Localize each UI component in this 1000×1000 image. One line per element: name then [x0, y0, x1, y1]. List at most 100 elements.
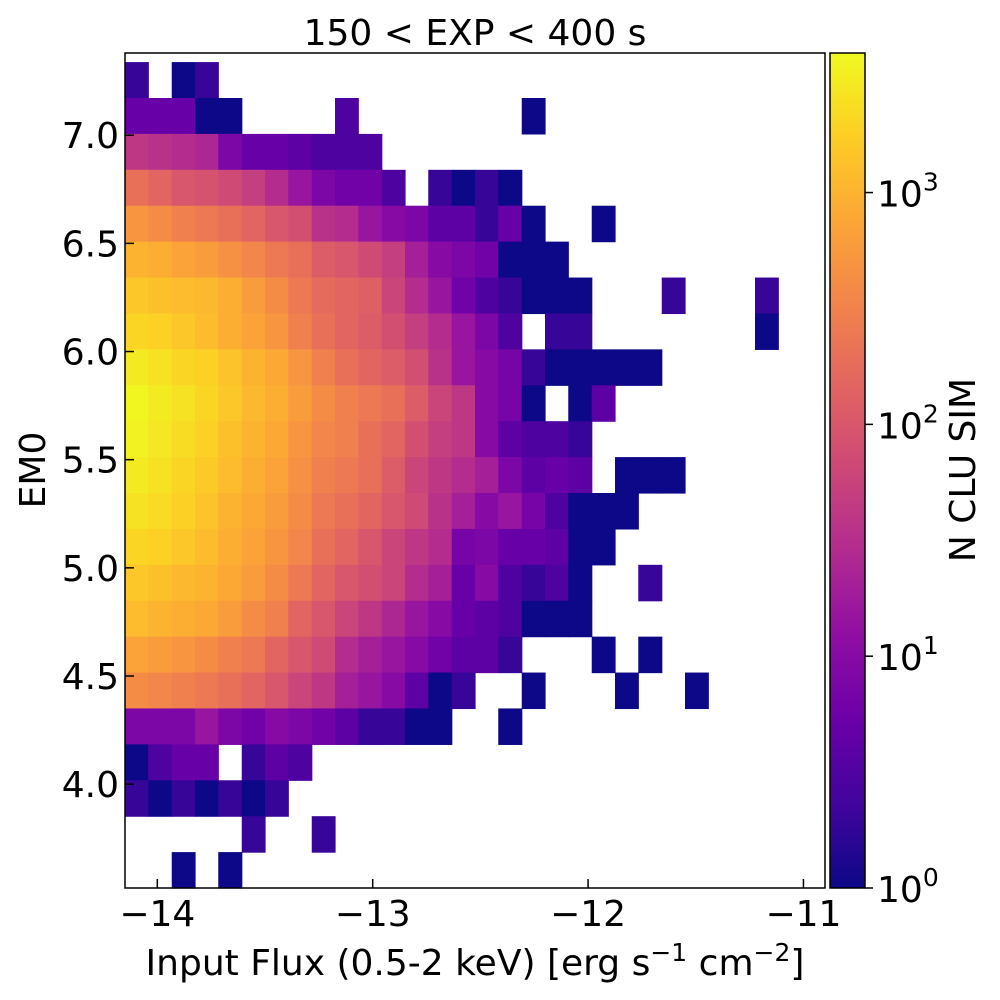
- heatmap-cell: [265, 241, 289, 279]
- heatmap-cell: [311, 636, 336, 674]
- heatmap-cell: [195, 62, 219, 99]
- colorbar-label: N CLU SIM: [943, 378, 984, 562]
- heatmap-cell: [288, 385, 313, 422]
- heatmap-cell: [311, 133, 336, 171]
- heatmap-cell: [171, 385, 196, 422]
- heatmap-cell: [358, 313, 383, 350]
- heatmap-cell: [125, 564, 149, 602]
- heatmap-cell: [288, 672, 313, 710]
- heatmap-cell: [568, 457, 593, 494]
- heatmap-cell: [335, 672, 359, 710]
- chart-title: 150 < EXP < 400 s: [304, 13, 647, 54]
- heatmap-cell: [638, 564, 663, 602]
- heatmap-cell: [405, 708, 429, 745]
- heatmap-cell: [568, 528, 593, 566]
- heatmap-cell: [381, 636, 406, 674]
- heatmap-cell: [358, 169, 383, 207]
- heatmap-cell: [241, 564, 266, 602]
- heatmap-cell: [638, 636, 663, 674]
- heatmap-cell: [125, 97, 149, 135]
- heatmap-cell: [288, 744, 313, 781]
- heatmap-cell: [265, 744, 289, 781]
- heatmap-cell: [451, 421, 476, 458]
- heatmap-cell: [265, 600, 289, 638]
- heatmap-cell: [428, 600, 453, 638]
- heatmap-cell: [218, 780, 243, 817]
- heatmap-cell: [381, 313, 406, 350]
- heatmap-cell: [405, 493, 429, 530]
- heatmap-cell: [148, 421, 173, 458]
- heatmap-cell: [335, 564, 359, 602]
- heatmap-cell: [218, 672, 243, 710]
- heatmap-cell: [498, 493, 523, 530]
- heatmap-cell: [195, 133, 219, 171]
- heatmap-cell: [218, 493, 243, 530]
- heatmap-cell: [498, 277, 523, 315]
- heatmap-cell: [171, 636, 196, 674]
- heatmap-cell: [148, 277, 173, 315]
- heatmap-cell: [521, 493, 546, 530]
- heatmap-cell: [125, 241, 149, 279]
- heatmap-cell: [195, 457, 219, 494]
- y-tick-label: 4.0: [62, 765, 119, 806]
- heatmap-cell: [545, 600, 569, 638]
- heatmap-cell: [521, 385, 546, 422]
- heatmap-cell: [428, 457, 453, 494]
- heatmap-cell: [241, 313, 266, 350]
- heatmap-cell: [125, 780, 149, 817]
- plot-frame: [124, 52, 826, 889]
- heatmap-cell: [148, 385, 173, 422]
- heatmap-cell: [148, 313, 173, 350]
- heatmap-cell: [568, 277, 593, 315]
- heatmap-cell: [288, 241, 313, 279]
- heatmap-cell: [358, 493, 383, 530]
- heatmap-cell: [311, 493, 336, 530]
- heatmap-cell: [265, 528, 289, 566]
- heatmap-cell: [451, 600, 476, 638]
- heatmap-cell: [428, 708, 453, 745]
- heatmap-cell: [195, 493, 219, 530]
- heatmap-cell: [311, 457, 336, 494]
- heatmap-cell: [381, 349, 406, 386]
- heatmap-cell: [521, 564, 546, 602]
- heatmap-cell: [311, 708, 336, 745]
- heatmap-cell: [591, 493, 616, 530]
- heatmap-cell: [545, 457, 569, 494]
- heatmap-cell: [358, 133, 383, 171]
- heatmap-cell: [568, 349, 593, 386]
- heatmap-cell: [545, 421, 569, 458]
- heatmap-cell: [475, 241, 499, 279]
- heatmap-cell: [498, 313, 523, 350]
- heatmap-cell: [148, 457, 173, 494]
- heatmap-cell: [545, 241, 569, 279]
- heatmap-cell: [381, 564, 406, 602]
- heatmap-cell: [311, 672, 336, 710]
- heatmap-cell: [498, 600, 523, 638]
- heatmap-cell: [288, 421, 313, 458]
- heatmap-cell: [451, 241, 476, 279]
- heatmap-cell: [451, 493, 476, 530]
- heatmap-cell: [428, 528, 453, 566]
- heatmap-cell: [591, 349, 616, 386]
- x-tick-label: −14: [119, 894, 195, 935]
- heatmap-cell: [428, 205, 453, 243]
- colorbar-tick-label: 100: [877, 863, 939, 911]
- heatmap-cell: [451, 349, 476, 386]
- heatmap-cell: [521, 672, 546, 710]
- heatmap-cell: [241, 636, 266, 674]
- heatmap-cell: [358, 205, 383, 243]
- heatmap-cell: [428, 385, 453, 422]
- heatmap-cell: [195, 241, 219, 279]
- heatmap-cell: [171, 349, 196, 386]
- heatmap-cell: [498, 241, 523, 279]
- heatmap-cell: [288, 205, 313, 243]
- heatmap-cell: [358, 636, 383, 674]
- heatmap-cell: [428, 349, 453, 386]
- colorbar-ticks: 100 101 102 103: [865, 168, 939, 911]
- heatmap-cell: [311, 421, 336, 458]
- heatmap-cell: [148, 493, 173, 530]
- heatmap-cell: [451, 277, 476, 315]
- heatmap-cell: [615, 672, 639, 710]
- heatmap-cell: [405, 241, 429, 279]
- heatmap-cell: [195, 205, 219, 243]
